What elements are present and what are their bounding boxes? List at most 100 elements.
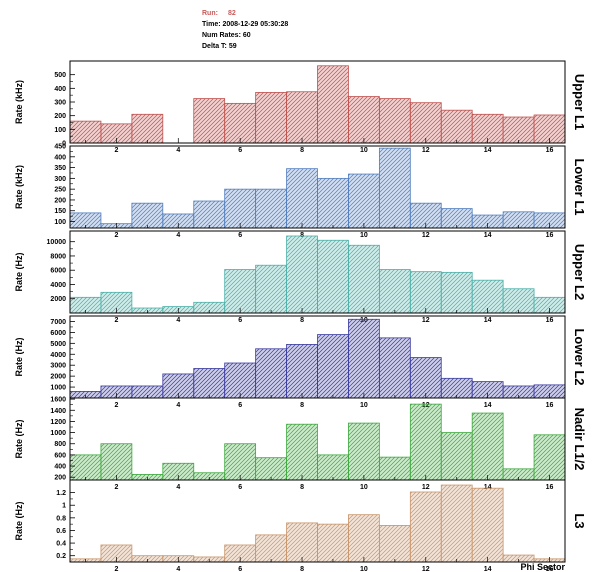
y-tick-label: 1400 <box>50 408 66 415</box>
x-tick-label: 6 <box>238 147 242 154</box>
bar <box>286 423 318 481</box>
bar <box>348 318 380 399</box>
bar <box>471 412 504 481</box>
x-tick-label: 16 <box>546 566 554 572</box>
panel-title: Upper L2 <box>572 244 587 300</box>
bar <box>471 487 504 563</box>
num-rates-line: Num Rates: 60 <box>202 32 251 39</box>
bar <box>317 65 349 144</box>
x-tick-label: 14 <box>484 232 492 239</box>
bar <box>440 432 473 481</box>
bar <box>255 457 287 481</box>
bar <box>440 484 473 563</box>
bar <box>471 279 504 314</box>
bar <box>69 120 102 144</box>
x-tick-label: 4 <box>176 147 180 154</box>
x-tick-label: 10 <box>360 402 368 409</box>
bar <box>502 116 535 144</box>
run-label: Run: <box>202 10 218 17</box>
y-tick-label: 7000 <box>50 319 66 326</box>
x-tick-label: 14 <box>484 402 492 409</box>
x-tick-label: 6 <box>238 402 242 409</box>
x-tick-label: 14 <box>484 566 492 572</box>
bar <box>440 271 473 314</box>
bar <box>224 188 257 229</box>
x-tick-label: 8 <box>300 147 304 154</box>
y-tick-label: 1600 <box>50 397 66 404</box>
y-tick-label: 1.2 <box>56 490 66 497</box>
y-axis-label: Rate (Hz) <box>14 337 24 376</box>
y-tick-label: 1000 <box>50 385 66 392</box>
x-tick-label: 14 <box>484 484 492 491</box>
panel-title: Nadir L1/2 <box>572 408 587 471</box>
x-tick-label: 6 <box>238 317 242 324</box>
y-tick-label: 400 <box>54 464 66 471</box>
y-tick-label: 350 <box>54 165 66 172</box>
x-tick-label: 12 <box>422 147 430 154</box>
y-tick-label: 5000 <box>50 341 66 348</box>
x-tick-label: 16 <box>546 484 554 491</box>
bar <box>255 264 287 314</box>
bar <box>255 188 287 229</box>
bar <box>317 177 349 229</box>
y-tick-label: 100 <box>54 219 66 226</box>
x-tick-label: 6 <box>238 484 242 491</box>
panel-3: 1000 2000 3000 4000 5000 6000 7000 2 4 6 8 10 12 14 16… <box>14 315 587 409</box>
bar <box>286 168 318 229</box>
run-value: 82 <box>227 10 236 17</box>
x-tick-label: 2 <box>114 566 118 572</box>
y-axis-label: Rate (Hz) <box>14 501 24 540</box>
bar <box>286 91 318 144</box>
bar <box>378 147 411 229</box>
y-tick-label: 6000 <box>50 330 66 337</box>
bar <box>193 200 226 229</box>
y-tick-label: 450 <box>54 144 66 151</box>
x-tick-label: 4 <box>176 566 180 572</box>
x-tick-label: 8 <box>300 317 304 324</box>
y-tick-label: 6000 <box>50 268 66 275</box>
bar <box>69 454 102 481</box>
y-axis-label: Rate (Hz) <box>14 419 24 458</box>
bar <box>193 368 226 399</box>
y-tick-label: 200 <box>54 197 66 204</box>
y-tick-label: 300 <box>54 176 66 183</box>
bar <box>100 443 133 481</box>
bar <box>224 443 257 481</box>
y-tick-label: 1000 <box>50 430 66 437</box>
x-tick-label: 4 <box>176 232 180 239</box>
y-tick-label: 1 <box>62 503 66 510</box>
panel-title: Lower L1 <box>572 158 587 215</box>
bar <box>193 98 226 144</box>
x-tick-label: 16 <box>546 232 554 239</box>
x-tick-label: 8 <box>300 566 304 572</box>
y-tick-label: 1200 <box>50 419 66 426</box>
bar <box>224 269 257 314</box>
x-tick-label: 6 <box>238 232 242 239</box>
x-tick-label: 16 <box>546 317 554 324</box>
bar <box>224 362 257 399</box>
x-tick-label: 12 <box>422 317 430 324</box>
y-axis-label: Rate (Hz) <box>14 252 24 291</box>
bar <box>317 239 349 314</box>
bar <box>409 271 442 314</box>
bar <box>533 434 566 481</box>
x-tick-label: 8 <box>300 484 304 491</box>
panel-2: 2000 4000 6000 8000 10000 2 4 6 8 10 12 14 16 Rate (H… <box>14 230 587 324</box>
y-axis-label: Rate (kHz) <box>14 165 24 209</box>
x-tick-label: 12 <box>422 232 430 239</box>
x-tick-label: 14 <box>484 317 492 324</box>
bar <box>440 109 473 144</box>
y-tick-label: 2000 <box>50 296 66 303</box>
y-tick-label: 0.4 <box>56 541 66 548</box>
x-tick-label: 8 <box>300 232 304 239</box>
panel-title: L3 <box>572 513 587 528</box>
y-tick-label: 200 <box>54 113 66 120</box>
bar <box>409 491 442 563</box>
bar <box>131 202 164 229</box>
y-tick-label: 400 <box>54 154 66 161</box>
x-tick-label: 16 <box>546 402 554 409</box>
x-tick-label: 8 <box>300 402 304 409</box>
bar <box>378 337 411 399</box>
y-tick-label: 500 <box>54 72 66 79</box>
